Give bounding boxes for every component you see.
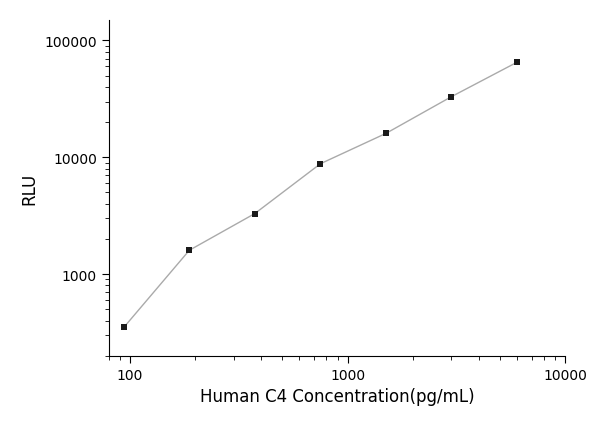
Point — [381, 131, 391, 138]
Point — [119, 324, 129, 331]
Point — [184, 247, 194, 254]
Point — [446, 94, 456, 101]
Point — [316, 161, 325, 168]
Point — [512, 60, 522, 66]
Y-axis label: RLU: RLU — [21, 172, 39, 204]
X-axis label: Human C4 Concentration(pg/mL): Human C4 Concentration(pg/mL) — [199, 387, 474, 405]
Point — [250, 210, 260, 217]
